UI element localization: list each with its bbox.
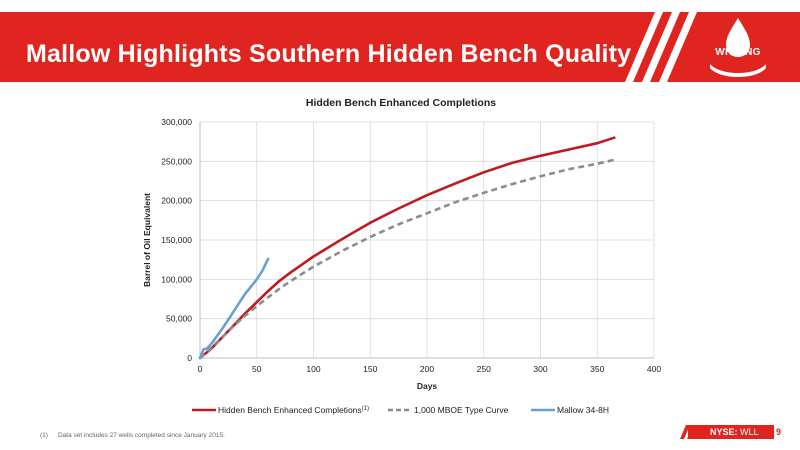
- x-tick-label: 150: [363, 364, 377, 374]
- legend-label-hidden-bench-enhanced-completions: Hidden Bench Enhanced Completions(1): [218, 405, 369, 415]
- x-tick-label: 250: [477, 364, 491, 374]
- y-tick-label: 250,000: [161, 156, 192, 166]
- chart-title: Hidden Bench Enhanced Completions: [306, 97, 496, 109]
- x-tick-label: 0: [198, 364, 203, 374]
- logo-swoosh-icon: [710, 64, 766, 77]
- footnote: (1) Data set includes 27 wells completed …: [40, 432, 225, 439]
- y-tick-label: 200,000: [161, 196, 192, 206]
- legend-label-mallow-34-8h: Mallow 34-8H: [557, 405, 609, 415]
- chart-series: [198, 136, 616, 360]
- series-line-mallow-34-8h: [198, 257, 270, 360]
- x-tick-label: 350: [590, 364, 604, 374]
- x-tick-label: 400: [647, 364, 661, 374]
- logo-text: WHITING: [715, 47, 761, 58]
- footnote-text: Data set includes 27 wells completed sin…: [57, 432, 225, 439]
- chart-axes: [199, 122, 654, 359]
- series-line-1-000-mboe-type-curve: [199, 158, 615, 359]
- legend-superscript: (1): [362, 406, 369, 412]
- y-tick-label: 300,000: [161, 117, 192, 127]
- y-axis-label: Barrel of Oil Equivalent: [142, 193, 152, 287]
- y-tick-label: 100,000: [161, 274, 192, 284]
- ticker-badge: NYSE: WLL: [688, 425, 774, 439]
- chart-legend: Hidden Bench Enhanced Completions(1) 1,00…: [192, 405, 609, 415]
- ticker-prefix: NYSE:: [710, 427, 738, 437]
- title-banner: Mallow Highlights Southern Hidden Bench …: [0, 12, 800, 82]
- y-tick-label: 0: [187, 353, 192, 363]
- chart-grid: [200, 121, 655, 358]
- y-tick-label: 50,000: [166, 314, 192, 324]
- chart-ticks: 0 50 100 150 200 250 300 350 400 0 50,000 100,000 15…: [161, 117, 661, 374]
- legend-label-1-000-mboe-type-curve: 1,000 MBOE Type Curve: [414, 405, 509, 415]
- x-tick-label: 300: [533, 364, 547, 374]
- x-axis-label: Days: [417, 381, 438, 391]
- slide-title: Mallow Highlights Southern Hidden Bench …: [26, 40, 632, 68]
- series-line-hidden-bench-enhanced-completions: [198, 136, 616, 360]
- footnote-mark: (1): [40, 432, 48, 439]
- whiting-logo-icon: [726, 18, 750, 57]
- x-tick-label: 50: [252, 364, 262, 374]
- x-tick-label: 200: [420, 364, 434, 374]
- x-tick-label: 100: [306, 364, 320, 374]
- y-tick-label: 150,000: [161, 235, 192, 245]
- ticker-symbol: WLL: [740, 427, 759, 437]
- page-number: 9: [776, 427, 782, 437]
